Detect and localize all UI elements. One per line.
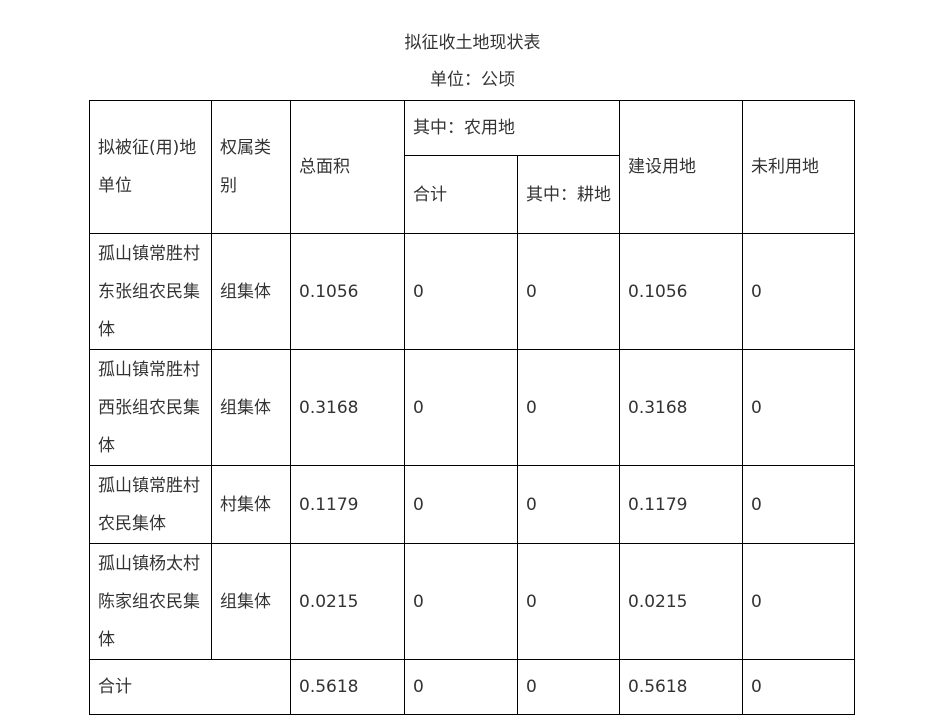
cell-construction: 0.3168 xyxy=(619,349,743,466)
table-row: 孤山镇常胜村农民集体 村集体 0.1179 0 0 0.1179 0 xyxy=(89,465,855,544)
cell-agri: 0 xyxy=(404,465,518,544)
cell-construction: 0.1179 xyxy=(619,465,743,544)
total-construction: 0.5618 xyxy=(619,659,743,715)
cell-total: 0.1179 xyxy=(290,465,405,544)
total-unused: 0 xyxy=(742,659,855,715)
cell-unused: 0 xyxy=(742,465,855,544)
cell-total: 0.1056 xyxy=(290,233,405,350)
cell-unit: 孤山镇常胜村东张组农民集体 xyxy=(89,233,212,350)
header-ownership: 权属类别 xyxy=(211,100,291,234)
land-status-table: 拟被征(用)地单位 权属类别 总面积 其中：农用地 建设用地 未利用地 合计 其… xyxy=(89,100,855,715)
total-arable: 0 xyxy=(517,659,620,715)
header-construction: 建设用地 xyxy=(619,100,743,234)
header-row: 拟被征(用)地单位 权属类别 总面积 其中：农用地 建设用地 未利用地 xyxy=(89,100,855,234)
total-area: 0.5618 xyxy=(290,659,405,715)
total-label: 合计 xyxy=(89,659,291,715)
cell-agri: 0 xyxy=(404,233,518,350)
cell-arable: 0 xyxy=(517,233,620,350)
cell-unused: 0 xyxy=(742,543,855,660)
cell-total: 0.3168 xyxy=(290,349,405,466)
total-agri: 0 xyxy=(404,659,518,715)
cell-unit: 孤山镇常胜村农民集体 xyxy=(89,465,212,544)
cell-unit: 孤山镇杨太村陈家组农民集体 xyxy=(89,543,212,660)
header-unit-name: 拟被征(用)地单位 xyxy=(89,100,212,234)
cell-ownership: 组集体 xyxy=(211,543,291,660)
cell-arable: 0 xyxy=(517,465,620,544)
cell-construction: 0.1056 xyxy=(619,233,743,350)
cell-unused: 0 xyxy=(742,349,855,466)
cell-ownership: 组集体 xyxy=(211,233,291,350)
table-row: 孤山镇常胜村东张组农民集体 组集体 0.1056 0 0 0.1056 0 xyxy=(89,233,855,350)
unit-label: 单位：公顷 xyxy=(430,70,515,90)
header-subrow: 合计 其中：耕地 xyxy=(90,155,855,234)
header-total-area: 总面积 xyxy=(290,100,405,234)
cell-arable: 0 xyxy=(517,543,620,660)
cell-unit: 孤山镇常胜村西张组农民集体 xyxy=(89,349,212,466)
header-unused: 未利用地 xyxy=(742,100,855,234)
cell-ownership: 组集体 xyxy=(211,349,291,466)
cell-agri: 0 xyxy=(404,543,518,660)
cell-construction: 0.0215 xyxy=(619,543,743,660)
header-agri: 其中：农用地 xyxy=(404,100,620,156)
cell-agri: 0 xyxy=(404,349,518,466)
header-agri-total: 合计 xyxy=(404,155,518,234)
cell-arable: 0 xyxy=(517,349,620,466)
table-row: 孤山镇杨太村陈家组农民集体 组集体 0.0215 0 0 0.0215 0 xyxy=(89,543,855,660)
table-row: 孤山镇常胜村西张组农民集体 组集体 0.3168 0 0 0.3168 0 xyxy=(89,349,855,466)
total-row: 合计 0.5618 0 0 0.5618 0 xyxy=(89,659,855,715)
header-arable: 其中：耕地 xyxy=(517,155,620,234)
cell-unused: 0 xyxy=(742,233,855,350)
cell-total: 0.0215 xyxy=(290,543,405,660)
table-title: 拟征收土地现状表 xyxy=(404,33,541,53)
cell-ownership: 村集体 xyxy=(211,465,291,544)
